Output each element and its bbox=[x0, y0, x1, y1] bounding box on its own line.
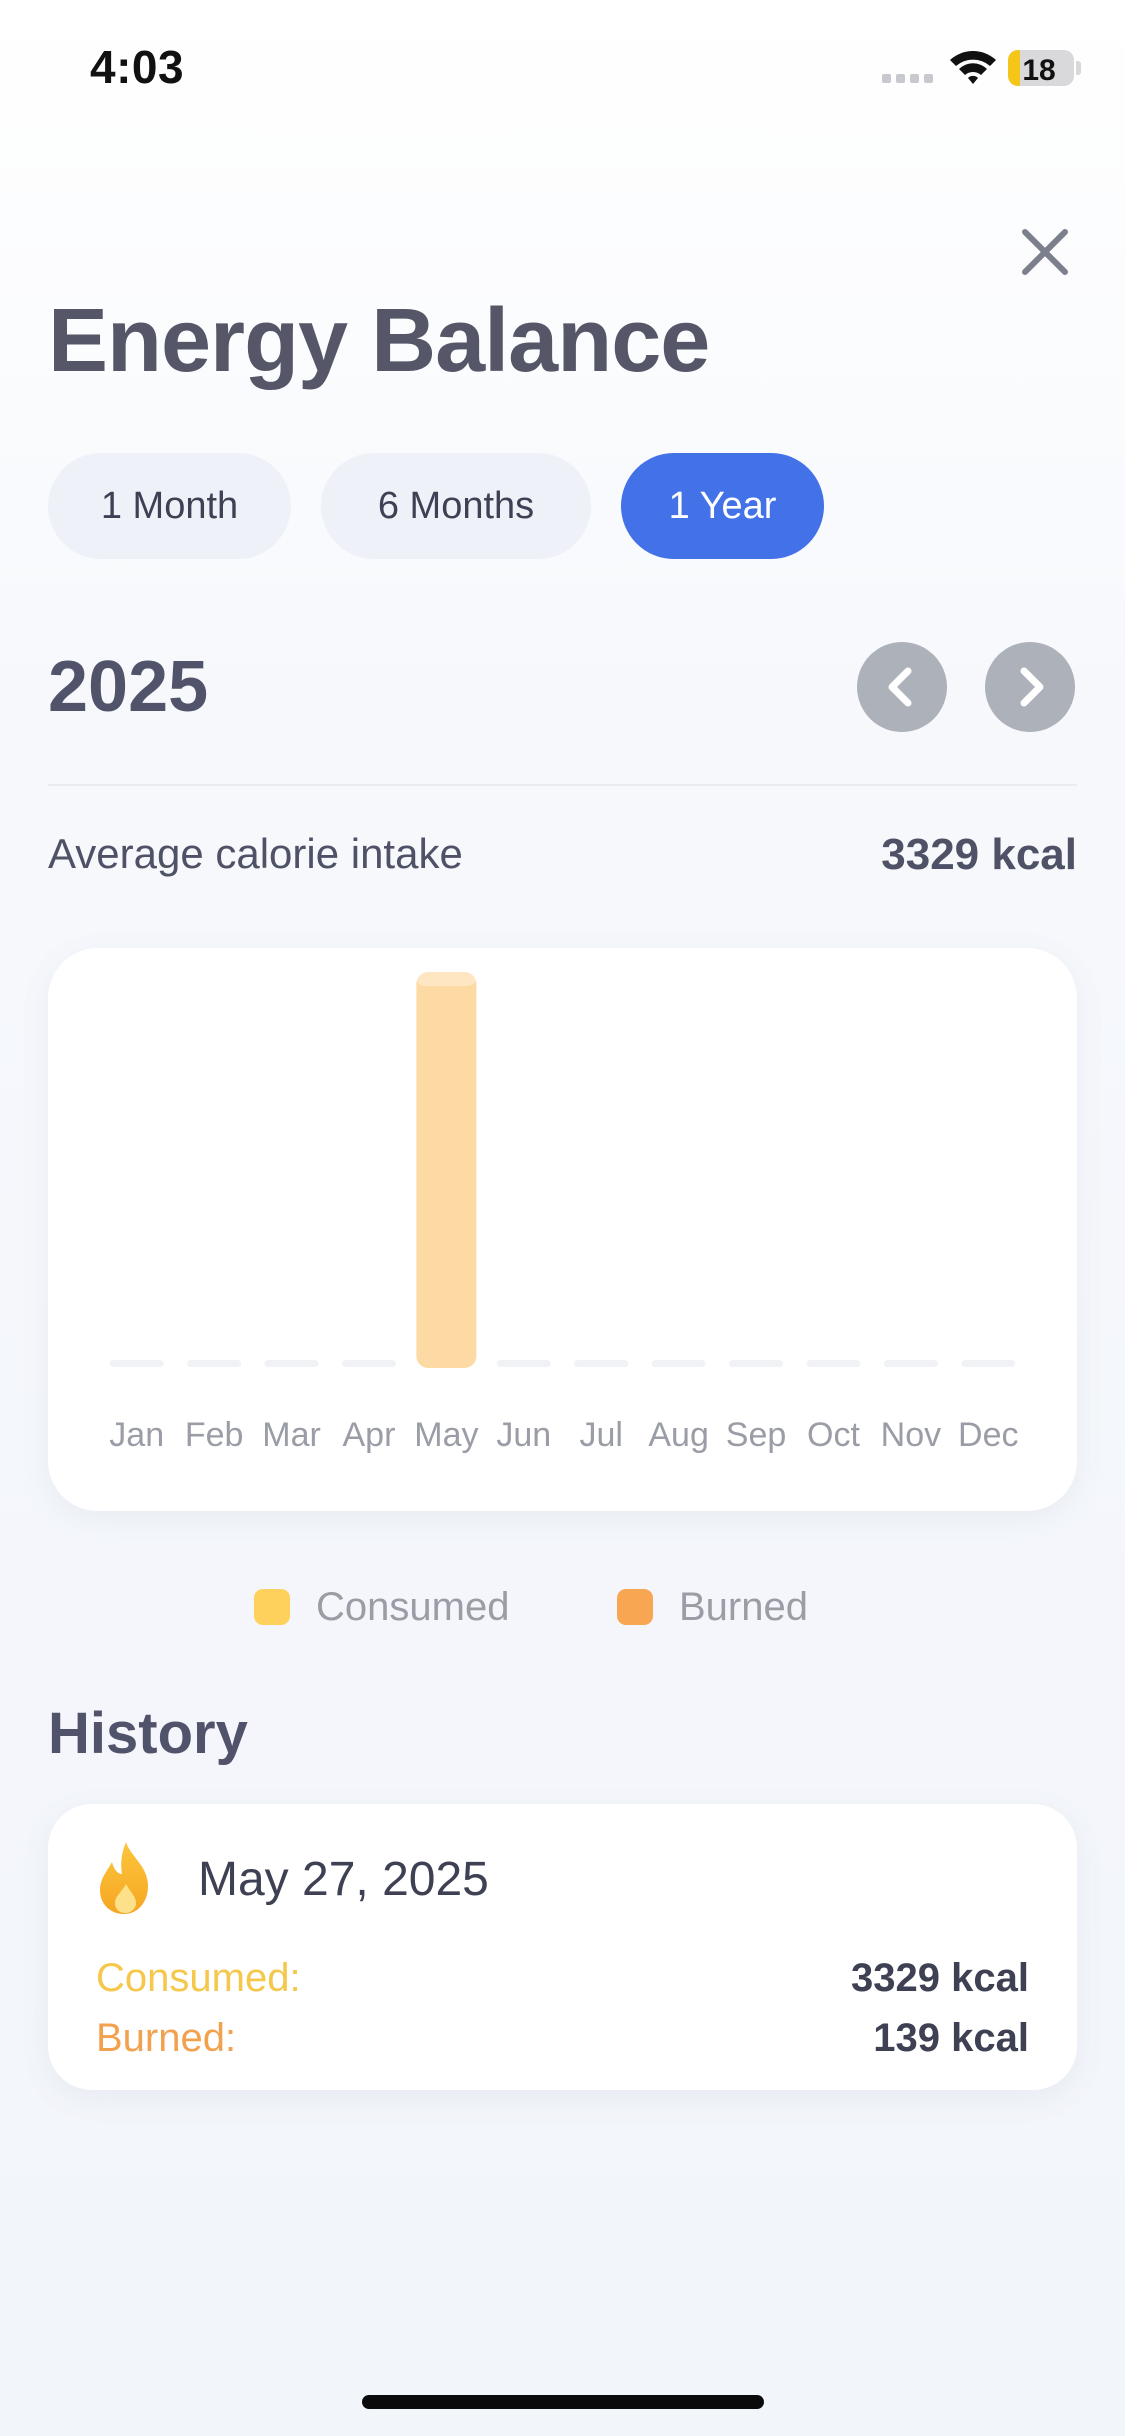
x-tick-label: Mar bbox=[262, 1416, 321, 1454]
cellular-signal-icon bbox=[882, 74, 934, 84]
bar-empty-aug bbox=[651, 1360, 706, 1367]
energy-bar-chart: Jan Feb Mar Apr May Jun Jul Aug Sep Oct Nov Dec bbox=[109, 972, 1019, 1454]
chevron-left-icon bbox=[888, 667, 912, 707]
bar-consumed-may[interactable] bbox=[416, 972, 477, 1368]
entry-date: May 27, 2025 bbox=[198, 1853, 489, 1906]
x-tick-label: Feb bbox=[185, 1416, 244, 1454]
page-title: Energy Balance bbox=[48, 291, 710, 391]
battery-level: 18 bbox=[1022, 54, 1056, 86]
history-entry-card[interactable]: May 27, 2025 Consumed: 3329 kcal Burned:… bbox=[48, 1804, 1077, 2090]
home-indicator bbox=[362, 2395, 764, 2409]
chart-card: Jan Feb Mar Apr May Jun Jul Aug Sep Oct Nov Dec bbox=[48, 948, 1077, 1511]
x-tick-label: Jul bbox=[579, 1416, 622, 1454]
consumed-label: Consumed: bbox=[96, 1956, 301, 2000]
chevron-right-icon bbox=[1020, 667, 1044, 707]
burned-value: 139 kcal bbox=[873, 2016, 1029, 2060]
bar-empty-sep bbox=[729, 1360, 784, 1367]
bar-empty-dec bbox=[961, 1360, 1016, 1367]
status-bar: 4:03 18 bbox=[0, 0, 1125, 130]
status-time: 4:03 bbox=[90, 41, 185, 93]
bar-empty-apr bbox=[341, 1360, 396, 1367]
legend-label-consumed: Consumed bbox=[316, 1584, 510, 1629]
range-tabs: 1 Month 6 Months 1 Year bbox=[48, 453, 824, 559]
x-tick-label: Jun bbox=[496, 1416, 551, 1454]
bar-empty-jul bbox=[574, 1360, 629, 1367]
battery-nub bbox=[1076, 61, 1081, 75]
legend-swatch-consumed bbox=[254, 1589, 290, 1625]
battery-icon: 18 bbox=[1008, 50, 1074, 86]
average-intake-value: 3329 kcal bbox=[881, 830, 1077, 879]
x-tick-label: Oct bbox=[807, 1416, 860, 1454]
bar-empty-nov bbox=[883, 1360, 938, 1367]
legend-item-consumed: Consumed bbox=[254, 1582, 509, 1632]
tab-1-year[interactable]: 1 Year bbox=[621, 453, 824, 559]
x-tick-label: Nov bbox=[881, 1416, 941, 1454]
tab-6-months[interactable]: 6 Months bbox=[321, 453, 591, 559]
burned-label: Burned: bbox=[96, 2016, 237, 2060]
period-label: 2025 bbox=[48, 647, 209, 727]
history-title: History bbox=[48, 1701, 248, 1766]
divider bbox=[48, 784, 1077, 786]
consumed-value: 3329 kcal bbox=[851, 1956, 1029, 2000]
x-tick-label: Aug bbox=[648, 1416, 709, 1454]
bar-empty-feb bbox=[187, 1360, 242, 1367]
legend-swatch-burned bbox=[617, 1589, 653, 1625]
bar-empty-jan bbox=[109, 1360, 164, 1367]
x-tick-label: Apr bbox=[342, 1416, 395, 1454]
x-tick-label: May bbox=[414, 1416, 478, 1454]
previous-period-button[interactable] bbox=[857, 642, 947, 732]
legend-item-burned: Burned bbox=[617, 1582, 808, 1632]
x-tick-label: Sep bbox=[726, 1416, 787, 1454]
bar-empty-oct bbox=[806, 1360, 861, 1367]
bar-highlight-may bbox=[416, 972, 477, 986]
average-intake-label: Average calorie intake bbox=[48, 830, 463, 877]
bar-empty-jun bbox=[496, 1360, 551, 1367]
next-period-button[interactable] bbox=[985, 642, 1075, 732]
close-icon[interactable] bbox=[1015, 222, 1075, 282]
flame-icon bbox=[100, 1842, 148, 1914]
x-tick-label: Jan bbox=[109, 1416, 164, 1454]
tab-1-month[interactable]: 1 Month bbox=[48, 453, 291, 559]
chart-legend: Consumed Burned bbox=[0, 1582, 1125, 1632]
legend-label-burned: Burned bbox=[679, 1584, 808, 1629]
wifi-icon bbox=[950, 51, 996, 84]
x-tick-label: Dec bbox=[958, 1416, 1018, 1454]
bar-empty-mar bbox=[264, 1360, 319, 1367]
